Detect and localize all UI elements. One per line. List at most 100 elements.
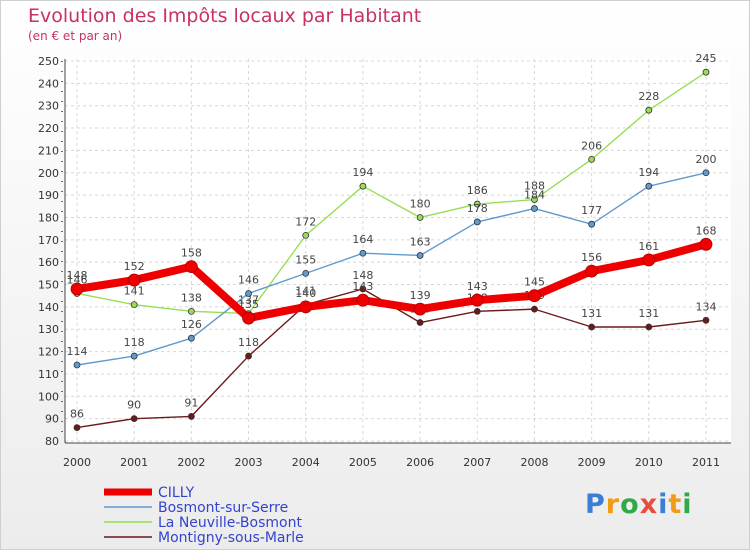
y-tick-label: 180: [38, 211, 59, 224]
x-tick-label: 2001: [120, 456, 148, 469]
data-point: [187, 334, 195, 342]
data-label: 194: [352, 166, 373, 179]
data-point: [645, 182, 653, 190]
data-point: [359, 285, 367, 293]
legend: CILLY Bosmont-sur-Serre La Neuville-Bosm…: [104, 484, 304, 546]
data-point: [702, 169, 710, 177]
chart-subtitle: (en € et par an): [28, 29, 123, 43]
data-label: 155: [295, 253, 316, 266]
data-point: [473, 307, 481, 315]
legend-item-montigny: Montigny-sous-Marle: [104, 530, 304, 546]
data-point: [73, 361, 81, 369]
data-label: 156: [581, 251, 602, 264]
data-point: [184, 260, 198, 274]
data-point: [645, 106, 653, 114]
data-label: 134: [696, 300, 717, 313]
data-label: 200: [696, 153, 717, 166]
y-tick-label: 170: [38, 234, 59, 247]
data-point: [359, 182, 367, 190]
series-line-la-neuville-bosmont: [76, 71, 707, 315]
data-point: [242, 311, 255, 325]
x-tick-label: 2011: [692, 456, 720, 469]
data-point: [702, 316, 710, 324]
x-tick-label: 2002: [177, 456, 205, 469]
series-line-bosmont-sur-serre: [76, 172, 707, 366]
data-point: [531, 196, 538, 203]
y-tick-label: 250: [38, 55, 59, 68]
data-point: [356, 293, 370, 307]
data-point: [585, 264, 599, 278]
data-point: [588, 155, 596, 163]
legend-swatch-montigny: [104, 536, 152, 538]
data-label: 177: [581, 204, 602, 217]
legend-item-neuville: La Neuville-Bosmont: [104, 514, 304, 531]
data-label: 126: [181, 318, 202, 331]
legend-swatch-cilly: [104, 488, 152, 496]
data-point: [245, 290, 252, 297]
data-label: 163: [410, 235, 431, 248]
data-label: 145: [524, 276, 545, 289]
data-label: 90: [127, 399, 141, 412]
logo-letter: x: [639, 489, 659, 520]
data-label: 140: [295, 287, 316, 300]
plot-area: [65, 59, 731, 443]
data-label: 141: [124, 285, 145, 298]
data-point: [470, 293, 484, 307]
y-tick-label: 100: [38, 390, 59, 403]
x-tick-label: 2003: [235, 456, 263, 469]
data-label: 86: [70, 408, 84, 421]
logo-letter: i: [682, 489, 693, 520]
x-tick-label: 2010: [635, 456, 663, 469]
logo-letter: i: [658, 489, 669, 520]
data-label: 146: [238, 273, 259, 286]
data-label: 245: [696, 52, 717, 65]
data-point: [130, 352, 138, 360]
data-point: [359, 249, 367, 257]
data-point: [642, 253, 656, 267]
data-label: 180: [410, 197, 431, 210]
data-point: [299, 300, 313, 314]
data-label: 172: [295, 215, 316, 228]
data-label: 148: [352, 269, 373, 282]
data-label: 141: [295, 285, 316, 298]
data-label: 168: [696, 224, 717, 237]
legend-item-bosmont: Bosmont-sur-Serre: [104, 500, 304, 516]
data-point: [127, 273, 141, 287]
data-point: [302, 231, 310, 239]
x-tick-label: 2005: [349, 456, 377, 469]
y-tick-label: 80: [45, 435, 59, 448]
legend-label-neuville: La Neuville-Bosmont: [158, 514, 302, 531]
data-label: 146: [67, 273, 88, 286]
data-point: [130, 415, 138, 423]
proxiti-logo: Proxiti: [585, 489, 693, 520]
y-tick-label: 190: [38, 189, 59, 202]
legend-label-cilly: CILLY: [158, 484, 195, 501]
data-point: [416, 252, 424, 259]
chart-title: Evolution des Impôts locaux par Habitant: [28, 5, 422, 27]
y-tick-label: 120: [38, 346, 59, 359]
data-point: [130, 301, 138, 309]
data-label: 114: [67, 345, 88, 358]
data-label: 138: [181, 291, 202, 304]
data-point: [73, 424, 81, 431]
x-tick-label: 2008: [520, 456, 548, 469]
legend-item-cilly: CILLY: [104, 484, 304, 501]
y-tick-label: 150: [38, 279, 59, 292]
data-label: 135: [238, 298, 259, 311]
data-label: 118: [124, 336, 145, 349]
data-label: 158: [181, 247, 202, 260]
data-point: [187, 413, 195, 420]
data-label: 194: [638, 166, 659, 179]
data-label: 139: [410, 289, 431, 302]
y-tick-label: 240: [38, 77, 59, 90]
data-label: 143: [467, 280, 488, 293]
y-tick-label: 200: [38, 167, 59, 180]
y-tick-label: 220: [38, 122, 59, 135]
data-point: [699, 237, 713, 251]
data-label: 91: [184, 396, 198, 409]
logo-letter: t: [668, 489, 683, 520]
logo-letter: P: [585, 489, 606, 520]
data-point: [416, 319, 424, 326]
